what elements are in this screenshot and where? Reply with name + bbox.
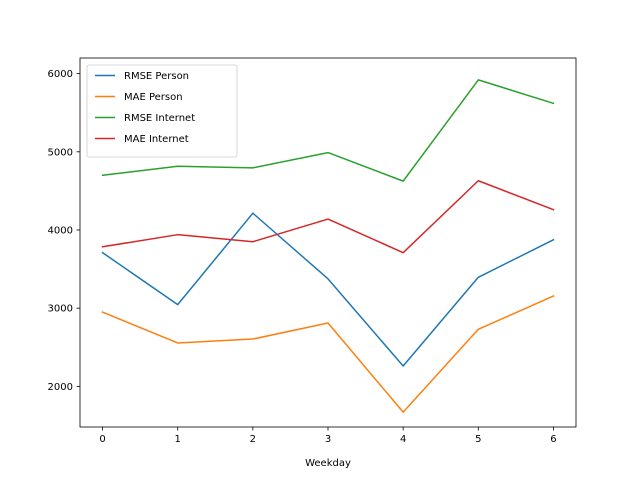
series-line-3 bbox=[101, 179, 555, 254]
y-axis: 2000 3000 4000 5000 6000 bbox=[48, 69, 80, 393]
series-line-0 bbox=[101, 212, 555, 367]
x-tick-label-1: 1 bbox=[175, 434, 181, 445]
y-tick-label-2: 4000 bbox=[48, 225, 73, 236]
x-tick-label-2: 2 bbox=[250, 434, 256, 445]
x-axis: 0 1 2 3 4 5 6 bbox=[99, 427, 557, 445]
series-line-1 bbox=[101, 295, 555, 413]
x-tick-label-5: 5 bbox=[475, 434, 481, 445]
plot-lines bbox=[101, 79, 555, 413]
legend-label-3: MAE Internet bbox=[124, 134, 189, 145]
legend-label-1: MAE Person bbox=[124, 92, 183, 103]
legend-label-2: RMSE Internet bbox=[124, 113, 195, 124]
x-tick-label-6: 6 bbox=[550, 434, 556, 445]
legend-box bbox=[86, 64, 238, 158]
x-tick-label-4: 4 bbox=[400, 434, 406, 445]
x-axis-label: Weekday bbox=[305, 458, 351, 469]
x-tick-label-0: 0 bbox=[99, 434, 105, 445]
y-tick-label-1: 3000 bbox=[48, 304, 73, 315]
y-tick-label-3: 5000 bbox=[48, 147, 73, 158]
legend-label-0: RMSE Person bbox=[124, 71, 189, 82]
legend: RMSE Person MAE Person RMSE Internet MAE In… bbox=[86, 64, 238, 158]
x-tick-label-3: 3 bbox=[325, 434, 331, 445]
y-tick-label-0: 2000 bbox=[48, 382, 73, 393]
series-line-2 bbox=[101, 79, 555, 182]
y-tick-label-4: 6000 bbox=[48, 69, 73, 80]
